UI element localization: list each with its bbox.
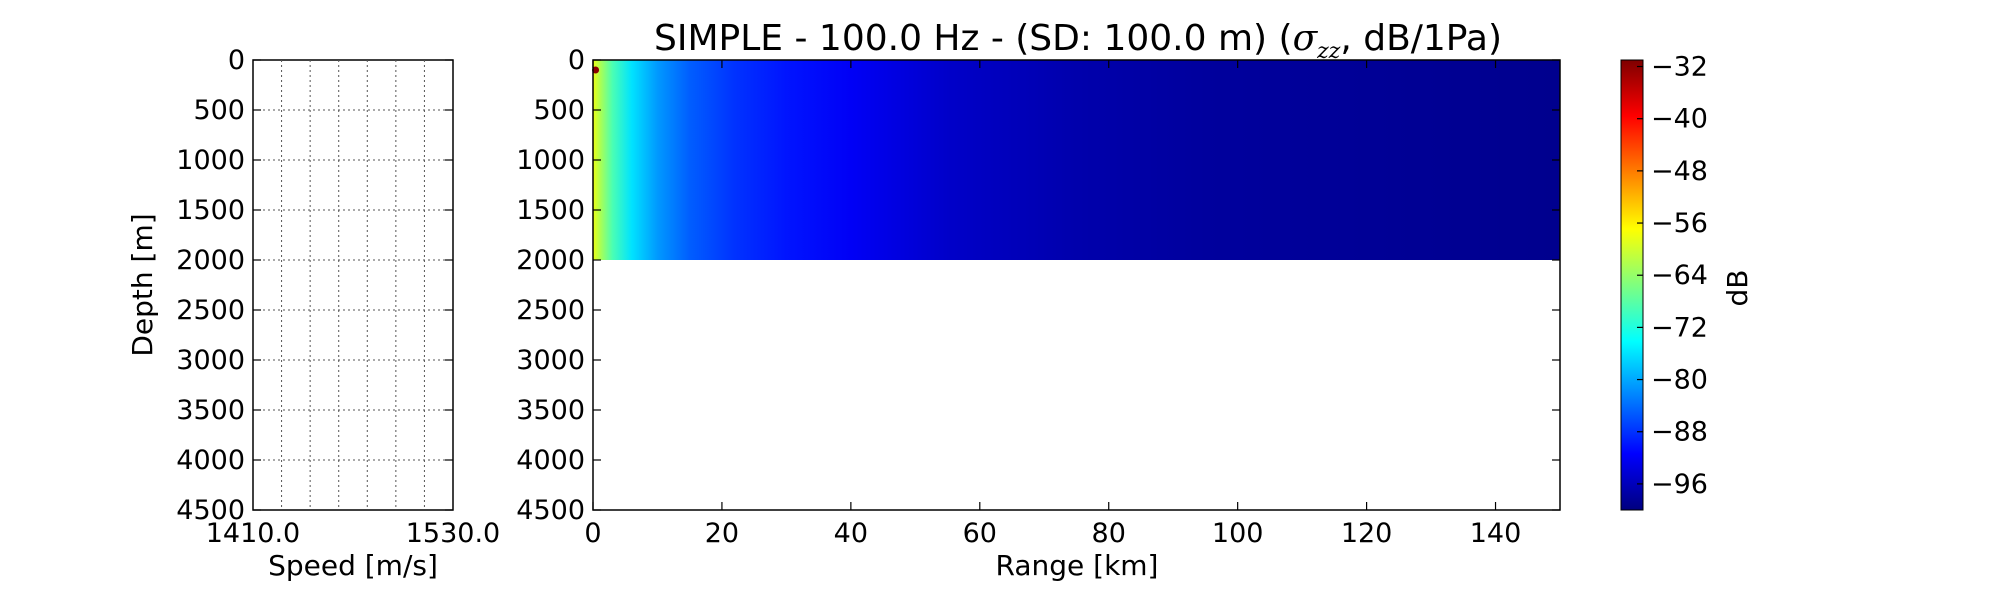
depth-tick-label: 1500 [176,195,245,226]
range-tick-label: 120 [1341,518,1393,549]
transmission-axes [592,59,1561,511]
sound-speed-panel: 0 500 1000 1500 2000 2500 3000 3500 4000 4500 141… [126,45,500,582]
colorbar-label: dB [1721,270,1754,307]
depth-tick-label: 4000 [176,445,245,476]
depth-tick-label: 1000 [176,145,245,176]
depth-tick-label: 3000 [516,345,585,376]
colorbar-tick-label: −80 [1651,365,1708,396]
speed-tick-label: 1410.0 [206,518,300,549]
colorbar-tick-label: −56 [1651,208,1708,239]
sound-speed-axes [252,59,454,511]
colorbar-tick-label: −72 [1651,312,1708,343]
depth-tick-label: 2500 [176,295,245,326]
chart-title: SIMPLE - 100.0 Hz - (SD: 100.0 m) (σzz, … [654,18,1502,64]
colorbar-tick-label: −48 [1651,156,1708,187]
sound-speed-speed-ticks: 1410.0 1530.0 [206,518,500,549]
depth-tick-label: 0 [568,45,585,76]
depth-tick-label: 2500 [516,295,585,326]
source-marker [592,66,600,74]
transmission-range-ticks: 0 20 40 60 80 100 120 140 [584,60,1521,549]
colorbar-tick-label: −32 [1651,52,1708,83]
speed-axis-label: Speed [m/s] [268,549,438,582]
colorbar: −32 −40 −48 −56 −64 −72 −80 −88 −96 dB [1620,52,1754,511]
speed-tick-label: 1530.0 [406,518,500,549]
depth-tick-label: 4500 [176,495,245,526]
colorbar-ticks: −32 −40 −48 −56 −64 −72 −80 −88 −96 [1637,52,1708,500]
depth-tick-label: 0 [228,45,245,76]
colorbar-tick-label: −88 [1651,417,1708,448]
range-axis-label: Range [km] [996,549,1159,582]
range-tick-label: 40 [834,518,868,549]
range-tick-label: 80 [1092,518,1126,549]
depth-axis-label: Depth [m] [126,213,159,356]
range-tick-label: 0 [584,518,601,549]
depth-tick-label: 4000 [516,445,585,476]
range-tick-label: 100 [1212,518,1264,549]
depth-tick-label: 3000 [176,345,245,376]
sound-speed-grid [253,60,453,510]
depth-tick-label: 3500 [516,395,585,426]
range-tick-label: 20 [705,518,739,549]
colorbar-tick-label: −64 [1651,260,1708,291]
colorbar-gradient [1620,59,1644,511]
depth-tick-label: 3500 [176,395,245,426]
colorbar-tick-label: −96 [1651,469,1708,500]
transmission-loss-field [593,60,1560,260]
sound-speed-depth-ticks: 0 500 1000 1500 2000 2500 3000 3500 4000 4500 [176,45,453,526]
depth-tick-label: 1000 [516,145,585,176]
depth-tick-label: 1500 [516,195,585,226]
colorbar-tick-label: −40 [1651,104,1708,135]
depth-tick-label: 2000 [176,245,245,276]
transmission-depth-ticks: 0 500 1000 1500 2000 2500 3000 3500 4000 4500 [516,45,1560,526]
range-tick-label: 60 [963,518,997,549]
depth-tick-label: 4500 [516,495,585,526]
depth-tick-label: 500 [193,95,245,126]
transmission-panel: SIMPLE - 100.0 Hz - (SD: 100.0 m) (σzz, … [516,18,1561,582]
depth-tick-label: 2000 [516,245,585,276]
range-tick-label: 140 [1470,518,1522,549]
depth-tick-label: 500 [533,95,585,126]
